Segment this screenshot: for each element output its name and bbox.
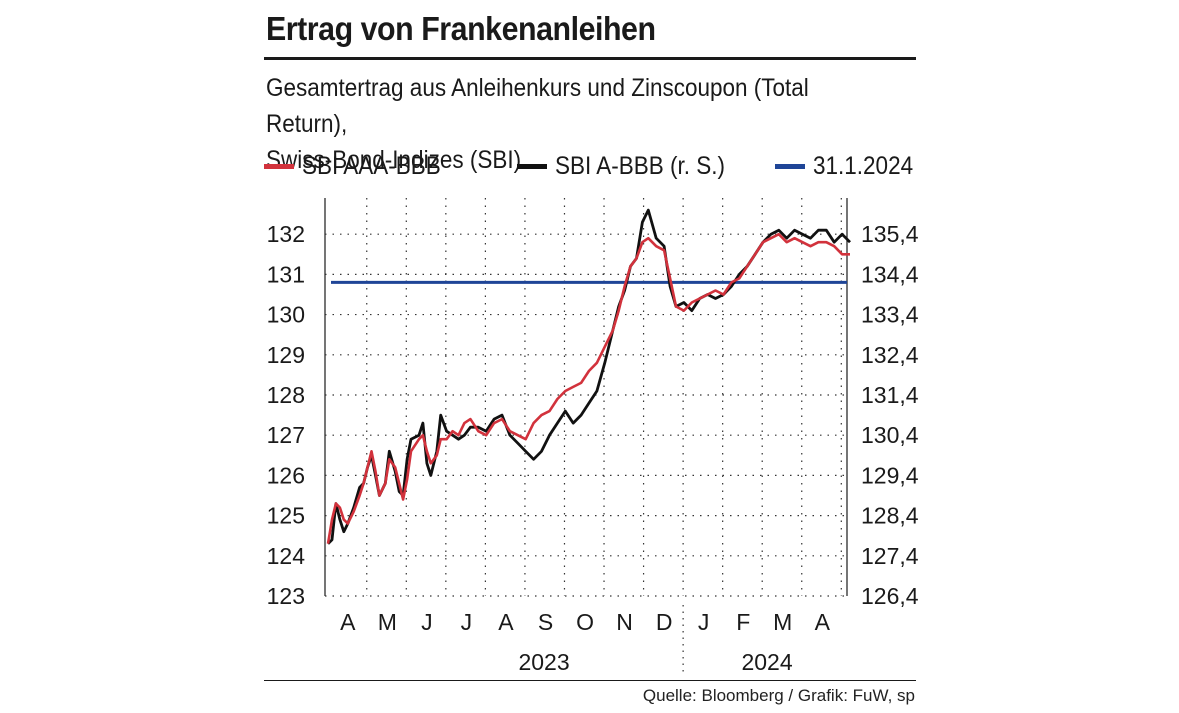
source-credit: Quelle: Bloomberg / Grafik: FuW, sp [642,686,915,705]
x-tick-label-month: M [378,609,397,635]
x-tick-label-month: J [698,609,710,635]
y-tick-label-left: 127 [267,422,305,448]
y-tick-label-left: 123 [267,583,305,609]
legend-item-date: 31.1.2024 [775,151,924,181]
legend-swatch-blue [775,163,805,169]
y-tick-label-right: 134,4 [861,261,919,287]
y-tick-label-right: 127,4 [861,543,919,569]
y-tick-label-right: 133,4 [861,302,919,328]
y-tick-label-left: 129 [267,342,305,368]
y-tick-label-right: 135,4 [861,221,919,247]
x-tick-label-month: S [538,609,553,635]
y-tick-label-right: 131,4 [861,382,919,408]
title-rule [264,57,916,60]
legend-label: SBI A-BBB (r. S.) [555,151,726,180]
x-year-label: 2024 [741,649,792,675]
legend-swatch-black [517,163,547,169]
y-tick-label-left: 128 [267,382,305,408]
x-year-label: 2023 [518,649,569,675]
y-tick-label-left: 130 [267,302,305,328]
y-tick-label-right: 126,4 [861,583,919,609]
legend-item-sbi-a-bbb: SBI A-BBB (r. S.) [517,151,744,181]
y-tick-label-left: 131 [267,261,305,287]
x-tick-label-month: O [576,609,594,635]
x-tick-label-month: F [736,609,750,635]
legend-swatch-red [264,163,294,169]
y-tick-label-right: 132,4 [861,342,919,368]
x-tick-label-month: J [421,609,433,635]
legend-item-sbi-aaa-bbb: SBI AAA-BBB [264,151,456,181]
series-line-sbi-aaa-bbb [326,232,850,544]
subtitle-line-2: Swiss-Bond-Indizes (SBI) [266,146,522,174]
x-tick-label-month: D [656,609,673,635]
series-line-sbi-a-bbb [327,208,851,545]
x-tick-label-month: A [498,609,514,635]
y-tick-label-right: 128,4 [861,503,919,529]
y-tick-label-right: 129,4 [861,462,919,488]
x-tick-label-month: A [340,609,356,635]
legend-label: SBI AAA-BBB [302,151,441,180]
x-tick-label-month: J [461,609,473,635]
y-tick-label-right: 130,4 [861,422,919,448]
y-tick-label-left: 126 [267,462,305,488]
y-tick-label-left: 125 [267,503,305,529]
x-tick-label-month: A [815,609,831,635]
chart-subtitle: Gesamtertrag aus Anleihenkurs und Zinsco… [266,70,896,178]
legend-label: 31.1.2024 [813,151,914,180]
x-tick-label-month: M [773,609,792,635]
y-tick-label-left: 132 [267,221,305,247]
footer-rule [264,680,916,681]
chart-title: Ertrag von Frankenanleihen [266,10,656,47]
subtitle-line-1: Gesamtertrag aus Anleihenkurs und Zinsco… [266,74,809,138]
y-tick-label-left: 124 [267,543,306,569]
x-tick-label-month: N [616,609,633,635]
